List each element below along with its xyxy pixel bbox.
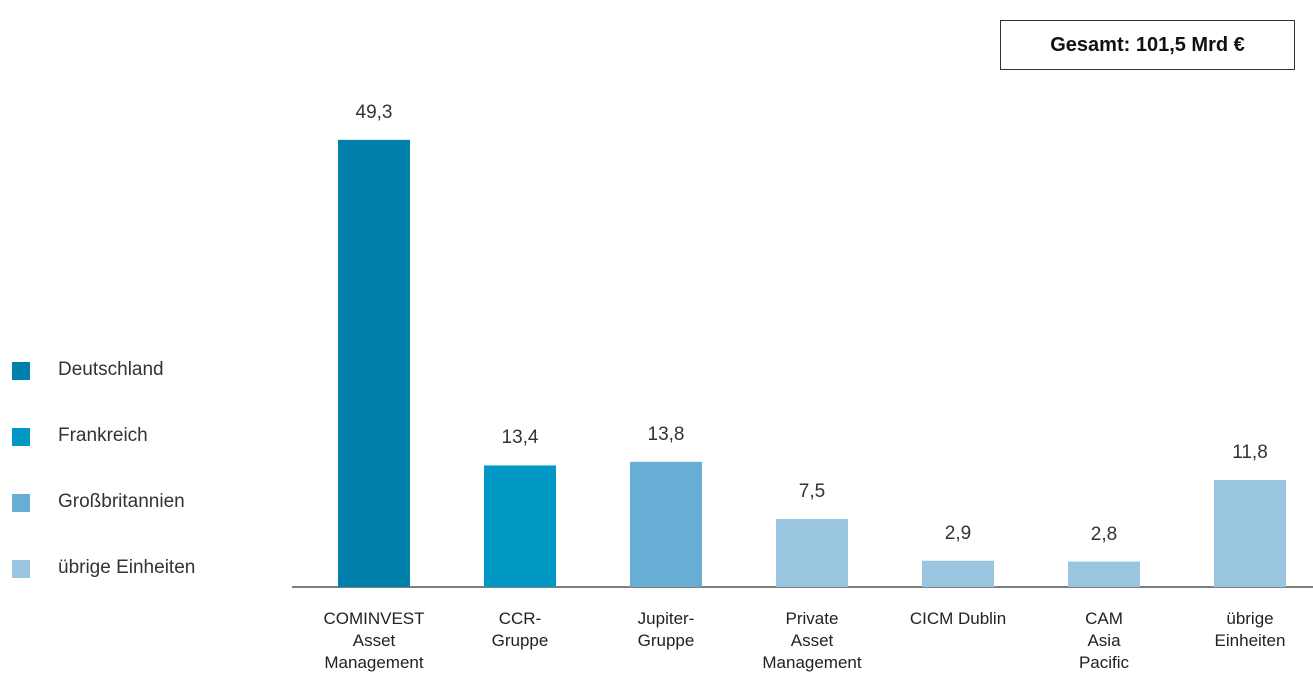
value-label: 2,8	[1090, 523, 1118, 545]
bar	[1068, 561, 1140, 587]
legend-label: Frankreich	[58, 425, 148, 446]
bar	[1214, 479, 1286, 587]
legend-swatch	[12, 560, 30, 578]
legend-swatch	[12, 428, 30, 446]
value-label: 2,9	[944, 522, 972, 544]
bar	[630, 461, 702, 587]
x-tick-label: CCR- Gruppe	[491, 609, 549, 650]
value-label: 13,4	[501, 427, 539, 449]
bar	[338, 139, 410, 587]
legend-label: übrige Einheiten	[58, 557, 196, 578]
x-tick-label: COMINVEST Asset Management	[323, 609, 425, 672]
legend-swatch	[12, 494, 30, 512]
legend-swatch	[12, 362, 30, 380]
total-annotation: Gesamt: 101,5 Mrd €	[1000, 20, 1295, 70]
x-tick-label: Private Asset Management	[762, 609, 862, 672]
x-tick-label: Jupiter- Gruppe	[637, 609, 695, 650]
bar	[922, 560, 994, 587]
x-tick-label: CICM Dublin	[909, 609, 1007, 628]
value-label: 7,5	[798, 480, 826, 502]
bar	[484, 465, 556, 587]
value-label: 49,3	[355, 101, 393, 123]
value-label: 13,8	[647, 423, 685, 445]
x-tick-label: übrige Einheiten	[1214, 609, 1286, 650]
bar	[776, 518, 848, 587]
value-label: 11,8	[1232, 441, 1268, 463]
legend-label: Großbritannien	[58, 491, 185, 512]
legend-label: Deutschland	[58, 359, 164, 380]
x-tick-label: CAM Asia Pacific	[1078, 609, 1130, 672]
